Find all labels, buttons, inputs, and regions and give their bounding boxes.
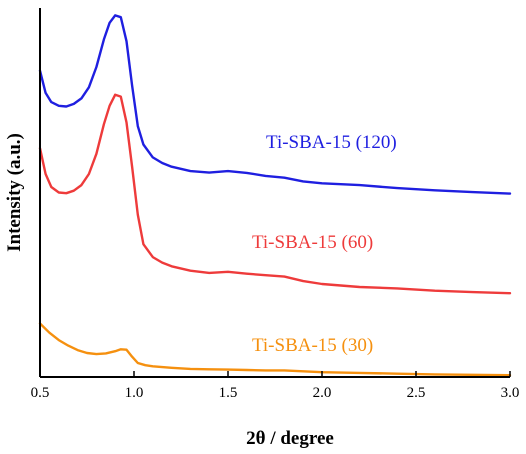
x-tick-label: 1.5 bbox=[219, 385, 238, 401]
axes bbox=[39, 8, 510, 378]
series-line-1 bbox=[38, 93, 512, 295]
series-line-2 bbox=[38, 322, 512, 377]
x-tick-label: 3.0 bbox=[501, 385, 520, 401]
series-label-1: Ti-SBA-15 (60) bbox=[252, 232, 373, 253]
series-label-2: Ti-SBA-15 (30) bbox=[252, 335, 373, 356]
x-tick-label: 0.5 bbox=[31, 385, 50, 401]
series-label-layer: Ti-SBA-15 (120) Ti-SBA-15 (60) Ti-SBA-15 (… bbox=[252, 132, 397, 356]
series-layer bbox=[38, 14, 512, 377]
series-line-0 bbox=[38, 14, 512, 195]
x-ticks: 0.5 1.0 1.5 2.0 2.5 3.0 bbox=[31, 371, 520, 401]
series-label-0: Ti-SBA-15 (120) bbox=[266, 132, 397, 153]
y-axis-title: Intensity (a.u.) bbox=[4, 133, 25, 252]
x-axis-title: 2θ / degree bbox=[246, 428, 334, 449]
x-tick-label: 2.5 bbox=[407, 385, 426, 401]
x-tick-label: 2.0 bbox=[313, 385, 332, 401]
x-tick-label: 1.0 bbox=[125, 385, 144, 401]
